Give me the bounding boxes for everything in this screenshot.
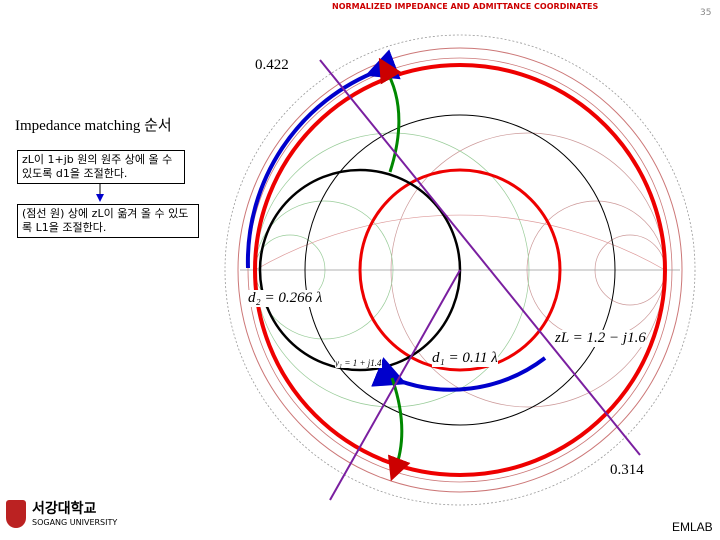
purple-line xyxy=(319,59,641,456)
annotation: d₁ = 0.11 λ xyxy=(432,350,498,367)
green-arc xyxy=(378,57,402,173)
annotation: 0.314 xyxy=(610,462,644,479)
chart-title: NORMALIZED IMPEDANCE AND ADMITTANCE COOR… xyxy=(332,2,599,11)
annotation: zL = 1.2 − j1.6 xyxy=(555,330,646,347)
blue-arc xyxy=(245,49,401,269)
university-name: 서강대학교 xyxy=(32,501,97,517)
annotation: y₁ = 1 + j1.4 xyxy=(335,358,382,368)
matching-circle xyxy=(358,168,562,372)
purple-line xyxy=(329,269,461,501)
logo-shield xyxy=(6,500,26,528)
swr-circle xyxy=(304,114,616,426)
lab-name: EMLAB xyxy=(672,520,713,534)
step-box: zL이 1+jb 원의 원주 상에 올 수 있도록 d1을 조절한다. xyxy=(17,150,185,184)
page-number: 35 xyxy=(700,8,712,18)
steps-title: Impedance matching 순서 xyxy=(15,118,172,134)
green-arc xyxy=(387,377,411,482)
unit-circle xyxy=(253,63,667,477)
blue-arc xyxy=(371,356,547,392)
annotation: 0.422 xyxy=(255,57,289,74)
university-name: SOGANG UNIVERSITY xyxy=(32,518,118,527)
step-box: (점선 원) 상에 zL이 옮겨 올 수 있도록 L1을 조절한다. xyxy=(17,204,199,238)
annotation: d₂ = 0.266 λ xyxy=(248,290,323,307)
